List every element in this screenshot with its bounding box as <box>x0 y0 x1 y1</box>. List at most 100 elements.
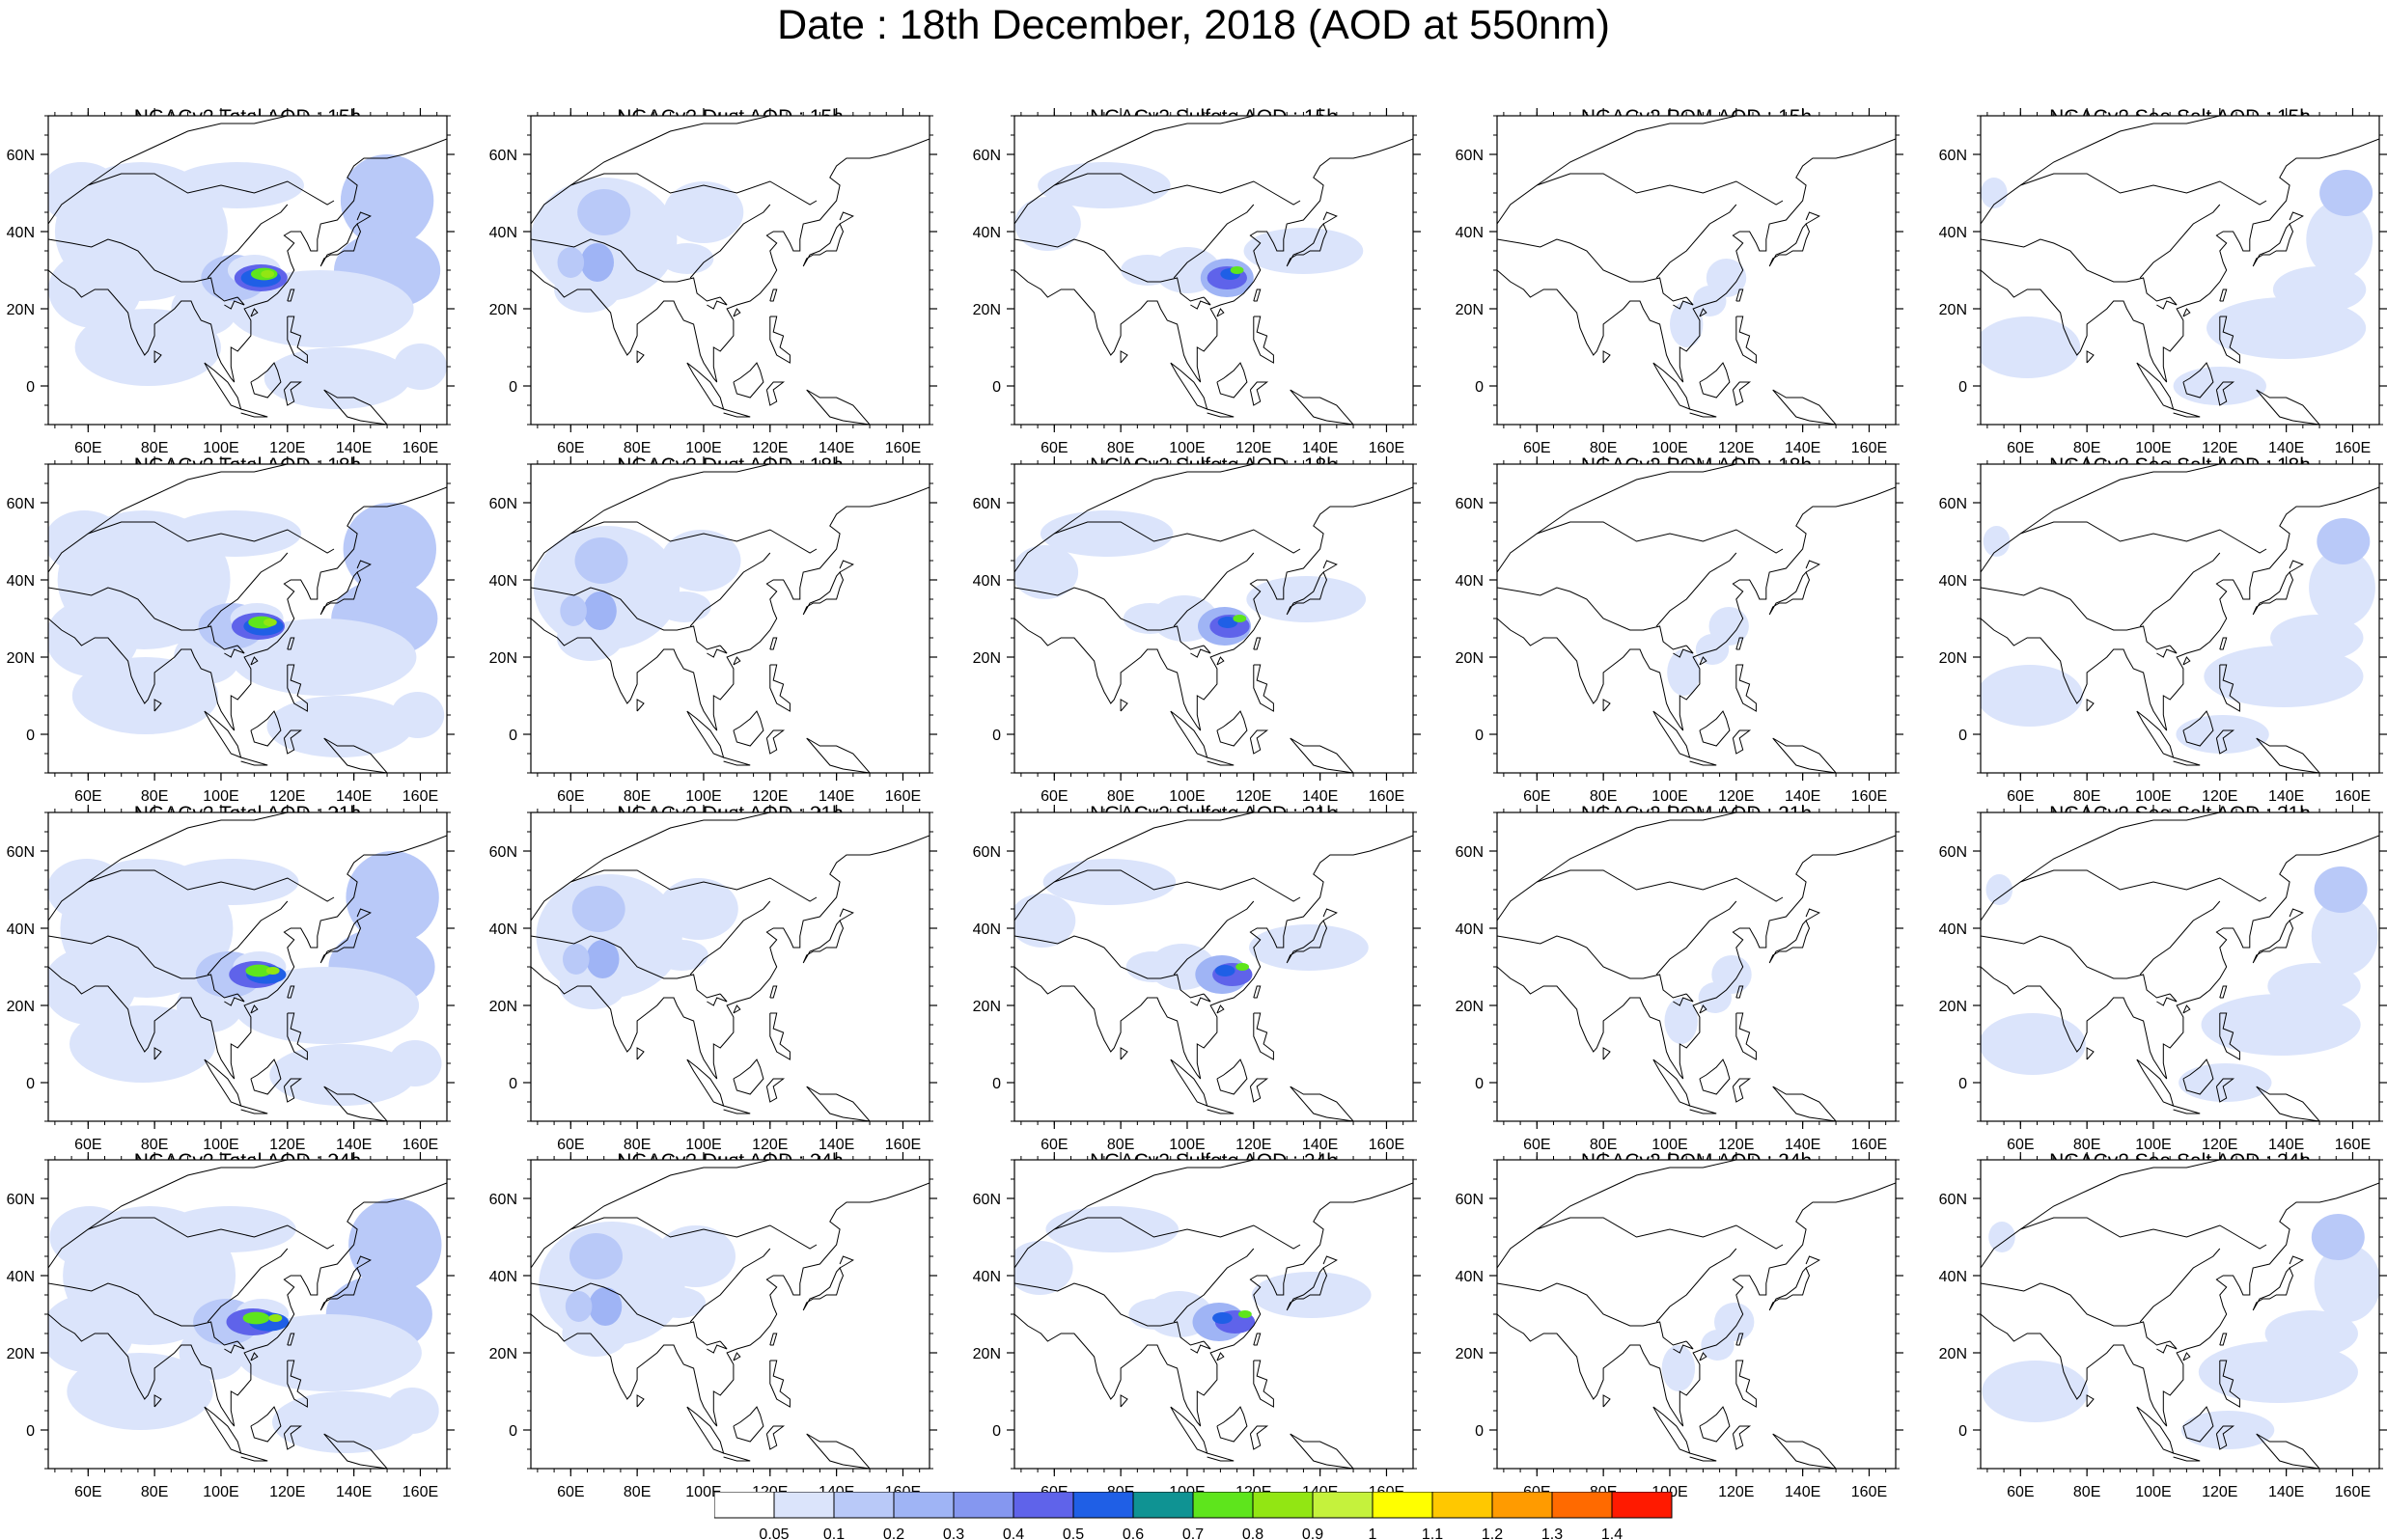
lon-tick-label: 120E <box>1718 440 1754 456</box>
aod-field-patch <box>586 940 620 978</box>
lat-tick-label: 60N <box>1939 496 1967 512</box>
map-panel-pom-24h: NGACv2 POM AOD : 24h60E80E100E120E140E16… <box>1456 1150 1903 1500</box>
lon-tick-label: 120E <box>1235 1137 1271 1153</box>
coastline <box>531 173 818 225</box>
aod-field-patch <box>2311 897 2378 975</box>
aod-field-patch <box>2207 297 2367 359</box>
coastline <box>1981 835 2379 1080</box>
aod-field-patch <box>1988 1222 2015 1252</box>
map-panel-total-15h: NGACv2 Total AOD : 15h60E80E100E120E140E… <box>7 106 455 456</box>
colorbar-swatch <box>1312 1492 1374 1519</box>
lon-tick-label: 160E <box>1851 440 1887 456</box>
lat-tick-label: 0 <box>26 1423 35 1440</box>
lon-tick-label: 100E <box>685 1137 721 1153</box>
coastline <box>1699 362 1731 399</box>
lat-tick-label: 20N <box>489 1346 517 1362</box>
coastline <box>1216 656 1225 666</box>
coastline <box>287 1333 295 1346</box>
aod-field-patch <box>261 270 275 278</box>
coastline <box>531 869 818 921</box>
aod-field-patch <box>49 1206 129 1268</box>
coastline <box>1190 1340 1211 1354</box>
aod-field-patch <box>560 595 587 626</box>
coastline <box>802 223 845 267</box>
aod-field-patch <box>652 1287 706 1318</box>
coastline <box>1216 1406 1248 1443</box>
coastline <box>1497 486 1896 731</box>
coastline <box>1497 869 1784 921</box>
colorbar-label: 0.1 <box>823 1526 845 1540</box>
lat-tick-label: 0 <box>1958 728 1967 744</box>
coastline <box>769 664 791 712</box>
coastline <box>2215 729 2235 755</box>
coastline <box>2182 1059 2214 1095</box>
coastline <box>733 1406 764 1443</box>
map-panel-sulfate-15h: NGACv2 Sulfate AOD : 15h60E80E100E120E14… <box>973 106 1421 456</box>
coastline <box>250 362 282 399</box>
coastline <box>323 1086 388 1121</box>
aod-field-patch <box>230 619 417 696</box>
lat-tick-label: 0 <box>1958 379 1967 396</box>
aod-field-patch <box>2311 1214 2365 1260</box>
coastline <box>1014 1282 1205 1346</box>
colorbar-swatch <box>1551 1492 1613 1519</box>
coastline <box>1054 464 1254 535</box>
coastline <box>88 116 288 186</box>
aod-field-patch <box>264 619 277 626</box>
lon-tick-label: 160E <box>402 1137 438 1153</box>
coastline <box>1735 1333 1744 1346</box>
coastline <box>1497 1282 1687 1346</box>
aod-field-patch <box>1040 510 1174 557</box>
coastline <box>323 389 388 425</box>
coastline <box>1981 521 2267 573</box>
aod-field-patch <box>264 347 411 409</box>
aod-map: 60E 80E 100E 120E 140E 160E 60N 40N 20N 0 <box>1456 805 1903 1153</box>
coastline <box>1207 1105 1235 1114</box>
coastline <box>707 296 728 310</box>
lon-tick-label: 80E <box>2073 788 2100 805</box>
aod-field-patch <box>658 878 738 940</box>
lat-tick-label: 20N <box>973 650 1001 667</box>
coastline <box>1173 552 1255 627</box>
coastline <box>356 211 372 225</box>
coastline <box>207 204 289 279</box>
aod-field-patch <box>580 243 614 282</box>
lat-tick-label: 20N <box>7 1346 35 1362</box>
lat-tick-label: 60N <box>7 844 35 861</box>
lon-tick-label: 100E <box>203 788 238 805</box>
coastline <box>1699 1059 1731 1095</box>
lon-tick-label: 120E <box>1235 788 1271 805</box>
map-panel-total-24h: NGACv2 Total AOD : 24h60E80E100E120E140E… <box>7 1150 455 1500</box>
colorbar-label: 0.6 <box>1123 1526 1144 1540</box>
coastline <box>802 571 845 616</box>
aod-field-patch <box>1693 286 1727 316</box>
coastline <box>1249 1078 1269 1103</box>
aod-field-patch <box>1230 266 1244 274</box>
aod-field-patch <box>1125 951 1180 982</box>
lat-tick-label: 60N <box>489 496 517 512</box>
aod-field-patch <box>163 1206 296 1252</box>
aod-field-patch <box>1014 894 1076 948</box>
coastline <box>1054 116 1254 186</box>
aod-field-patch <box>233 967 420 1044</box>
aod-field-patch <box>565 1291 593 1322</box>
coastline <box>1249 1425 1269 1450</box>
coastline <box>1735 637 1744 650</box>
aod-field-patch <box>1664 998 1698 1044</box>
lon-tick-label: 60E <box>74 1484 101 1500</box>
coastline <box>287 316 308 364</box>
colorbar-label: 0.8 <box>1242 1526 1263 1540</box>
lon-tick-label: 120E <box>1235 440 1271 456</box>
colorbar-label: 1.2 <box>1482 1526 1503 1540</box>
lon-tick-label: 80E <box>624 1137 651 1153</box>
lat-tick-label: 0 <box>992 728 1001 744</box>
coastline <box>1602 350 1611 364</box>
aod-field-patch <box>48 510 125 572</box>
lat-tick-label: 20N <box>1939 302 1967 318</box>
coastline <box>1322 1255 1338 1269</box>
lon-tick-label: 160E <box>402 440 438 456</box>
coastline <box>1173 1248 1255 1323</box>
coastline <box>531 1282 721 1346</box>
lat-tick-label: 40N <box>1456 1269 1484 1285</box>
lat-tick-label: 0 <box>26 379 35 396</box>
